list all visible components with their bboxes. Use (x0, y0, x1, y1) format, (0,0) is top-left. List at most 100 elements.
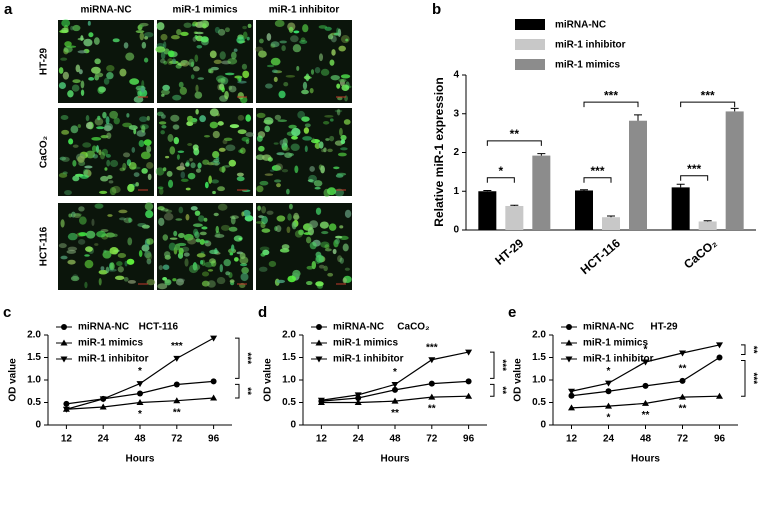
cell (102, 250, 112, 259)
cell (217, 186, 225, 192)
cell (209, 258, 216, 264)
cell (131, 147, 136, 153)
cell (315, 254, 325, 263)
cell (172, 124, 180, 130)
cell (241, 63, 248, 70)
cell (290, 143, 300, 152)
significance-label: *** (701, 88, 715, 102)
cell (281, 169, 289, 173)
cell (339, 225, 344, 229)
y-tick-label: 2.0 (27, 330, 41, 341)
cell (203, 217, 208, 222)
cell (195, 108, 199, 115)
error-bar (510, 204, 519, 206)
cell (162, 84, 170, 91)
cell (71, 84, 80, 92)
cell (276, 152, 285, 156)
marker (316, 324, 322, 330)
cell (344, 209, 352, 219)
cell (237, 129, 247, 135)
cell (324, 244, 330, 249)
legend-label: miR-1 mimics (555, 60, 620, 71)
cell (62, 171, 68, 175)
cell (275, 163, 283, 171)
error-bar (730, 107, 739, 112)
y-tick-label: 2.0 (532, 330, 546, 341)
cell (82, 142, 92, 148)
significance-label: * (607, 413, 611, 424)
cell (190, 206, 198, 211)
cell (190, 61, 195, 68)
cell (214, 26, 220, 34)
legend-label: miR-1 inhibitor (333, 354, 404, 365)
cell (309, 220, 319, 228)
y-tick-label: 1 (453, 186, 459, 197)
cell (221, 86, 225, 93)
significance-bracket (741, 344, 746, 355)
marker (61, 324, 67, 330)
y-tick-label: 2.0 (282, 330, 296, 341)
marker (210, 378, 217, 385)
x-axis-label: Hours (381, 454, 410, 465)
chart-title: CaCO₂ (397, 322, 429, 333)
cell (236, 172, 244, 177)
cell (126, 113, 130, 118)
marker (315, 356, 323, 363)
cell (96, 230, 106, 238)
cell (215, 75, 226, 82)
significance-bracket (741, 360, 746, 397)
x-tick-label: 96 (463, 434, 475, 445)
cell (161, 93, 165, 97)
cell (257, 205, 261, 211)
cell (144, 202, 154, 211)
cell (192, 21, 198, 27)
y-tick-label: 1.0 (282, 375, 296, 386)
cell (331, 49, 336, 56)
cell (112, 38, 120, 43)
cell (256, 135, 263, 142)
cell (138, 139, 145, 148)
marker (465, 392, 473, 399)
marker (210, 335, 218, 342)
cell (271, 165, 282, 171)
error-bar (634, 114, 642, 121)
cell (183, 252, 190, 257)
marker (62, 406, 70, 413)
y-tick-label: 0.5 (27, 397, 41, 408)
cell (179, 86, 187, 95)
column-header: miR-1 mimics (172, 5, 237, 16)
cell (342, 277, 347, 284)
row-label: CaCO₂ (39, 136, 50, 168)
significance-label: ** (173, 407, 181, 418)
bar (671, 187, 690, 230)
cell (145, 252, 153, 261)
cell (185, 214, 190, 221)
cell (287, 213, 292, 221)
cell (106, 132, 112, 139)
panel-label: d (258, 304, 267, 321)
error-bar (483, 189, 492, 192)
y-tick-label: 0 (35, 420, 41, 431)
cell (186, 121, 194, 127)
cell (77, 124, 81, 129)
row-label: HT-29 (39, 47, 50, 75)
cell (285, 75, 296, 78)
cell (163, 251, 171, 258)
cell (67, 246, 78, 252)
cell (288, 124, 297, 129)
cell (344, 85, 352, 89)
cell (213, 59, 222, 65)
marker (568, 404, 575, 411)
cell (266, 64, 275, 68)
cell (282, 146, 290, 152)
significance-label: ** (496, 386, 507, 394)
row-label: HCT-116 (39, 226, 50, 266)
cell (162, 264, 170, 270)
cell (174, 243, 181, 251)
cell (167, 50, 175, 58)
significance-label: * (498, 164, 503, 178)
cell (102, 111, 107, 119)
marker (679, 350, 686, 357)
cell (105, 116, 110, 125)
cell (244, 215, 254, 222)
